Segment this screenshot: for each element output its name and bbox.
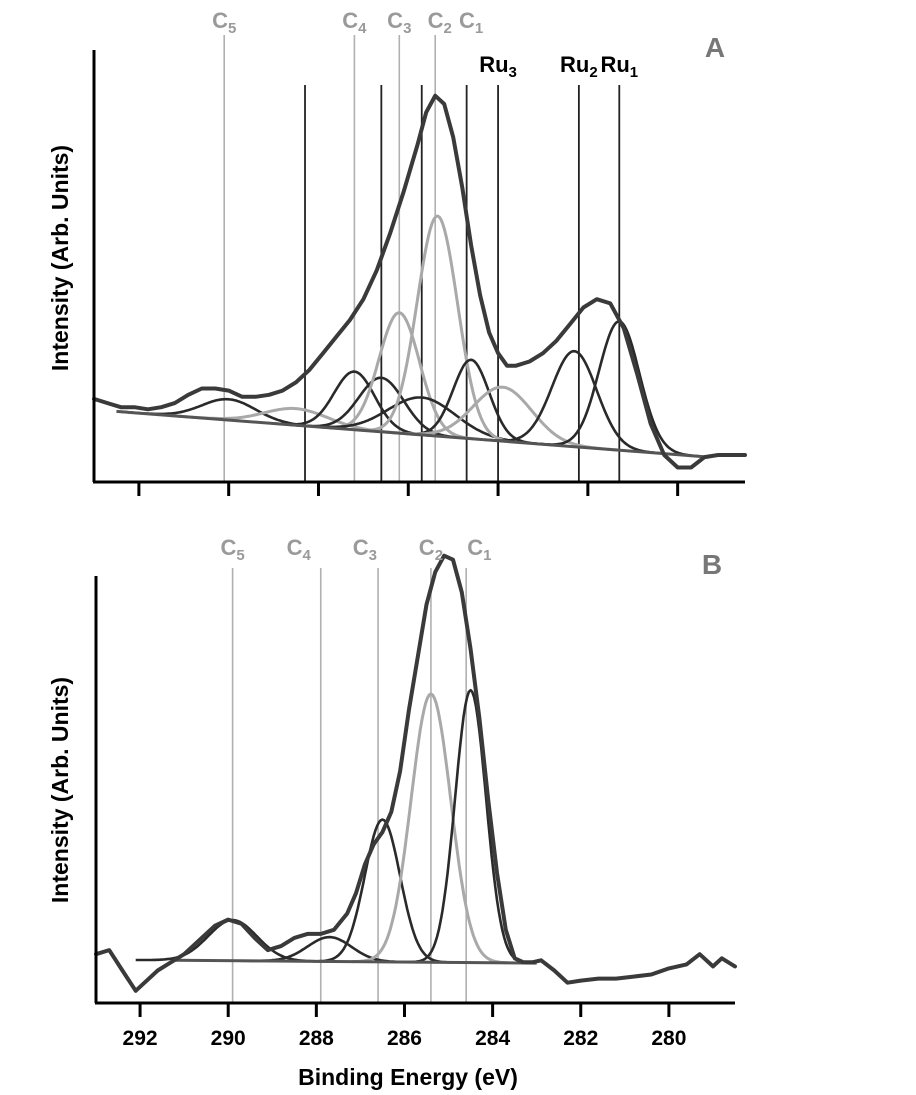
x-axis-title: Binding Energy (eV) — [298, 1064, 518, 1090]
peak-label: C4 — [342, 8, 367, 37]
peak-label: Ru2 — [560, 52, 598, 81]
x-tick-label: 280 — [651, 1027, 686, 1050]
panel-a-fit-components — [120, 214, 699, 458]
peak-label: C5 — [212, 8, 236, 37]
panel-b-fit-components — [135, 688, 531, 965]
panel-a-label: A — [705, 32, 725, 63]
x-tick-label: 286 — [387, 1027, 422, 1050]
panel-a: Intensity (Arb. Units) A C5 C4 C3 C2 C1 Ru3 Ru… — [47, 8, 747, 496]
x-tick-label: 290 — [211, 1027, 246, 1050]
peak-label: Ru3 — [479, 52, 517, 81]
x-tick-label: 282 — [563, 1027, 598, 1050]
fit-component-curve — [351, 692, 509, 965]
fit-component-curve — [135, 918, 328, 963]
peak-label: C3 — [353, 535, 377, 564]
panel-a-peak-labels: C5 C4 C3 C2 C1 Ru3 Ru2 Ru1 — [212, 8, 638, 81]
x-tick-label: 288 — [299, 1027, 334, 1050]
panel-a-background — [116, 409, 710, 459]
panel-b-marker-lines — [231, 568, 467, 1003]
panel-a-envelope — [92, 93, 747, 470]
panel-b-y-axis-title: Intensity (Arb. Units) — [47, 677, 73, 903]
panel-b-label: B — [702, 549, 722, 580]
background-line — [116, 409, 710, 459]
peak-label: C5 — [220, 535, 244, 564]
fit-component-curve — [408, 688, 531, 965]
spectrum-envelope — [92, 93, 747, 470]
peak-label: C3 — [387, 8, 411, 37]
peak-label: C4 — [287, 535, 312, 564]
peak-label: C1 — [467, 535, 491, 564]
panel-a-y-axis-title: Intensity (Arb. Units) — [47, 145, 73, 371]
panel-b-peak-labels: C5 C4 C3 C2 C1 — [220, 535, 491, 564]
peak-label: C2 — [419, 535, 443, 564]
spectrum-envelope — [94, 553, 737, 993]
panel-b-x-ticks: 292 290 288 286 284 282 280 — [123, 1003, 686, 1050]
fit-component-curve — [356, 214, 517, 444]
panel-b-envelope — [94, 553, 737, 993]
panel-b: Intensity (Arb. Units) B C5 C4 C3 C2 C1 292 2… — [47, 535, 737, 1090]
x-tick-label: 284 — [475, 1027, 510, 1050]
fit-component-curve — [273, 370, 434, 438]
background-line — [175, 958, 537, 965]
panel-a-marker-lines — [223, 35, 621, 482]
panel-b-background — [175, 958, 537, 965]
peak-label: C2 — [428, 8, 452, 37]
fit-component-curve — [484, 349, 663, 455]
peak-label: Ru1 — [600, 52, 638, 81]
x-tick-label: 292 — [123, 1027, 158, 1050]
peak-label: C1 — [459, 8, 483, 37]
panel-a-x-ticks — [137, 482, 680, 496]
